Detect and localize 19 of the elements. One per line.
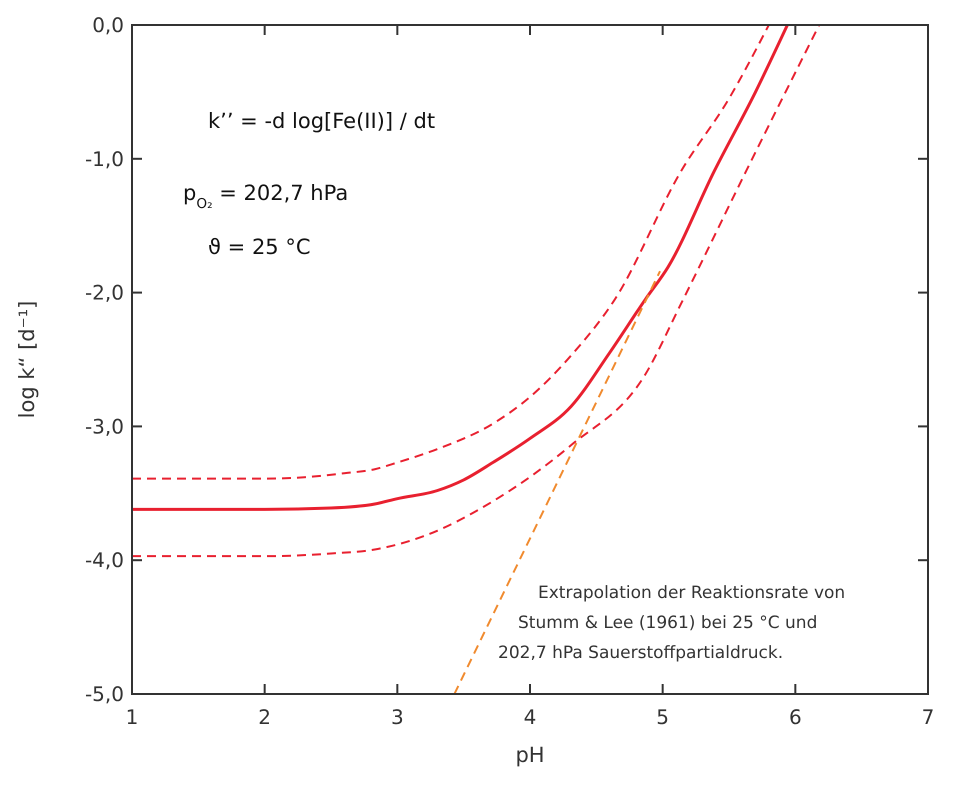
x-tick-label: 2: [258, 705, 272, 729]
y-axis-title: log k“ [d⁻¹]: [15, 300, 39, 418]
x-tick-label: 3: [390, 705, 404, 729]
x-tick-label: 7: [922, 705, 934, 729]
x-tick-label: 5: [656, 705, 670, 729]
x-tick-label: 4: [524, 705, 536, 729]
y-tick-label: 0,0: [92, 13, 124, 37]
x-tick-label: 6: [788, 705, 802, 729]
y-tick-label: -5,0: [84, 682, 124, 706]
annotation: k’’ = -d log[Fe(II)] / dt: [208, 109, 436, 133]
annotation: Extrapolation der Reaktionsrate von Stumm & Lee (1961) bei 25 °C und 202,7 hPa Sauerstoffpartialdruck.: [498, 583, 846, 663]
y-tick-label: -3,0: [84, 414, 124, 438]
y-tick-label: -4,0: [84, 548, 124, 572]
annotation: ϑ = 25 °C: [208, 235, 311, 259]
x-axis-title: pH: [515, 743, 545, 767]
x-tick-label: 1: [126, 705, 138, 729]
y-tick-label: -2,0: [84, 280, 124, 305]
annotation: p$_{O₂}$ = 202,7 hPa: [183, 181, 348, 212]
y-tick-label: -1,0: [84, 146, 124, 171]
